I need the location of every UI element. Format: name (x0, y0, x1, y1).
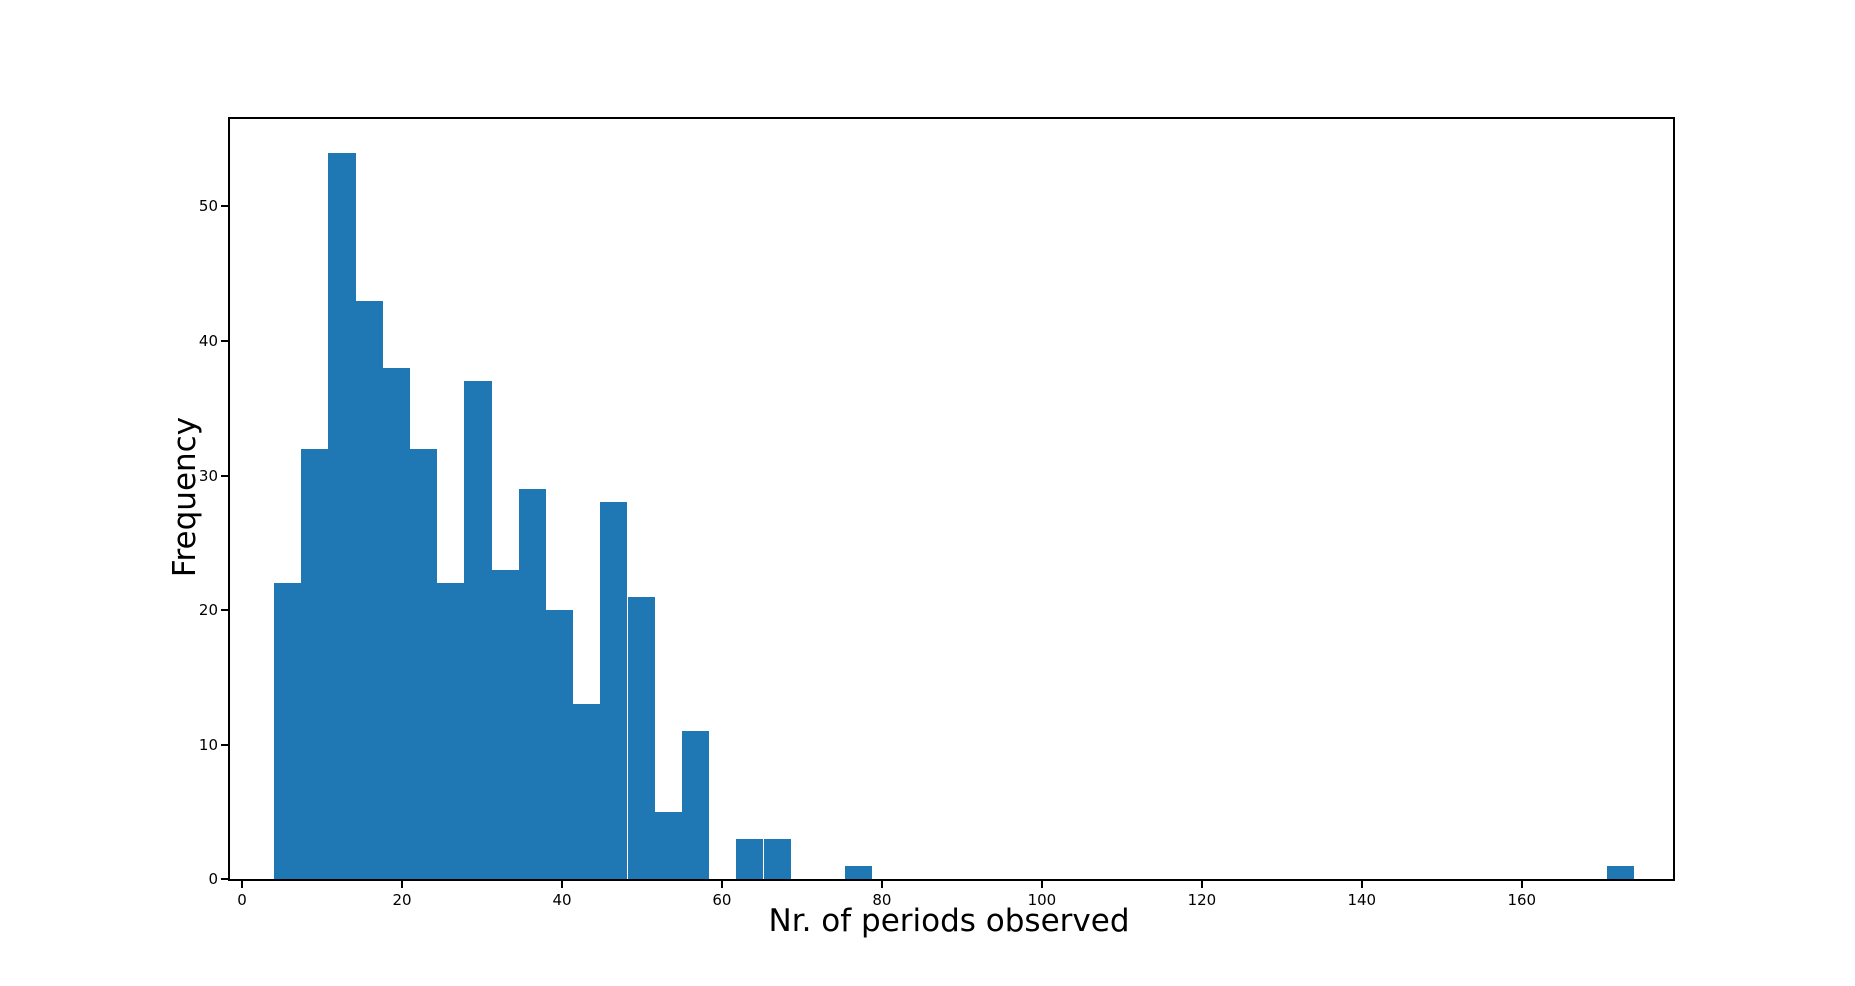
x-tick-mark (880, 879, 883, 888)
y-tick-label: 10 (198, 735, 218, 754)
histogram-bar (1606, 865, 1634, 879)
histogram-bar (627, 596, 655, 879)
x-tick-mark (1520, 879, 1523, 888)
histogram-bar (274, 583, 302, 879)
histogram-bar (763, 838, 791, 879)
x-tick-label: 0 (237, 891, 247, 909)
histogram-bar (328, 152, 356, 879)
histogram-bar (301, 448, 329, 879)
y-tick-label: 40 (198, 331, 218, 350)
histogram-bar (600, 502, 628, 879)
x-tick-label: 160 (1507, 891, 1537, 909)
y-tick-label: 30 (198, 466, 218, 485)
x-tick-mark (401, 879, 403, 888)
x-axis-label: Nr. of periods observed (768, 903, 1130, 939)
histogram-bar (410, 448, 438, 879)
histogram-bar (437, 583, 465, 879)
x-tick-label: 60 (712, 891, 732, 909)
y-tick-mark (221, 474, 230, 477)
x-tick-mark (1040, 879, 1043, 888)
plot-area: 0 20 40 60 80 100 120 140 160 0 10 20 30 40 50 (199, 117, 1675, 909)
histogram-bar (845, 865, 873, 879)
y-tick-mark (221, 743, 230, 746)
x-tick-mark (561, 879, 563, 888)
x-tick-mark (241, 879, 243, 888)
histogram-bar (355, 300, 383, 879)
x-tick-label: 80 (872, 891, 892, 909)
histogram-bar (382, 367, 410, 879)
histogram-bar (491, 569, 519, 879)
x-tick-label: 40 (552, 891, 572, 909)
x-tick-label: 20 (392, 891, 412, 909)
histogram-bar (654, 811, 682, 879)
y-tick-mark (221, 205, 230, 208)
y-tick-label: 0 (208, 870, 218, 888)
x-tick-label: 120 (1187, 891, 1217, 909)
x-tick-mark (1360, 879, 1363, 888)
y-tick-label: 20 (198, 601, 218, 619)
y-tick-label: 50 (198, 197, 218, 216)
histogram-bar (573, 704, 601, 879)
histogram-bar (681, 731, 710, 879)
histogram-bar (546, 610, 574, 879)
y-tick-mark (221, 609, 230, 611)
x-tick-mark (1200, 879, 1203, 888)
x-tick-label: 140 (1347, 891, 1377, 909)
histogram-bar (736, 838, 764, 879)
histogram-bar (518, 488, 546, 879)
x-tick-label: 100 (1027, 891, 1057, 909)
histogram-bar (464, 381, 492, 879)
y-tick-mark (221, 339, 230, 342)
y-tick-mark (221, 878, 230, 880)
y-axis-label: Frequency (167, 416, 203, 578)
x-tick-mark (720, 879, 723, 888)
